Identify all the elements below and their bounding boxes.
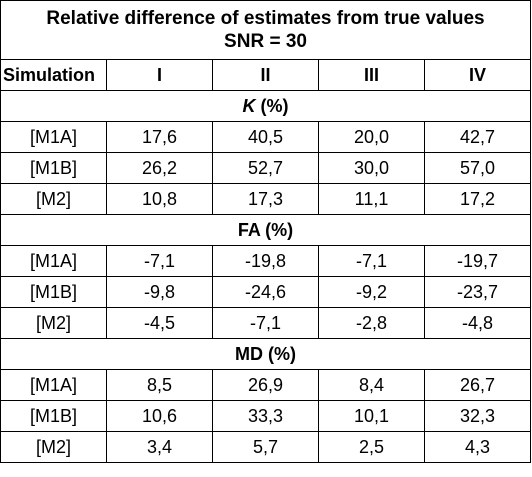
row-label: [M2]	[0, 307, 107, 339]
cell-value: 32,3	[424, 400, 531, 432]
table-row: [M1B] -9,8 -24,6 -9,2 -23,7	[0, 276, 531, 308]
cell-value: 2,5	[318, 431, 425, 463]
section-unit: (%)	[255, 95, 289, 116]
section-header-k: K (%)	[0, 90, 531, 122]
cell-value: -2,8	[318, 307, 425, 339]
cell-value: -7,1	[212, 307, 319, 339]
table-row: [M1B] 26,2 52,7 30,0 57,0	[0, 152, 531, 184]
table-row: [M2] -4,5 -7,1 -2,8 -4,8	[0, 307, 531, 339]
cell-value: 17,2	[424, 183, 531, 215]
section-header-fa: FA (%)	[0, 214, 531, 246]
cell-value: -19,8	[212, 245, 319, 277]
section-header-md: MD (%)	[0, 338, 531, 370]
results-table: Relative difference of estimates from tr…	[0, 0, 531, 463]
table-row: [M2] 10,8 17,3 11,1 17,2	[0, 183, 531, 215]
column-header-i: I	[106, 59, 213, 91]
cell-value: -7,1	[318, 245, 425, 277]
cell-value: 26,9	[212, 369, 319, 401]
cell-value: -19,7	[424, 245, 531, 277]
row-label: [M1A]	[0, 369, 107, 401]
column-header-simulation: Simulation	[0, 59, 107, 91]
cell-value: 17,3	[212, 183, 319, 215]
title-line-2: SNR = 30	[224, 31, 307, 52]
title-line-1: Relative difference of estimates from tr…	[46, 8, 485, 29]
row-label: [M2]	[0, 431, 107, 463]
cell-value: -9,2	[318, 276, 425, 308]
section-unit: (%)	[260, 219, 294, 240]
table-title: Relative difference of estimates from tr…	[0, 0, 531, 60]
cell-value: 5,7	[212, 431, 319, 463]
section-unit: (%)	[263, 343, 296, 364]
cell-value: 10,1	[318, 400, 425, 432]
cell-value: 42,7	[424, 121, 531, 153]
cell-value: -23,7	[424, 276, 531, 308]
table-row: [M1A] 8,5 26,9 8,4 26,7	[0, 369, 531, 401]
cell-value: -24,6	[212, 276, 319, 308]
cell-value: 4,3	[424, 431, 531, 463]
cell-value: 52,7	[212, 152, 319, 184]
column-header-iv: IV	[424, 59, 531, 91]
cell-value: 40,5	[212, 121, 319, 153]
column-header-row: Simulation I II III IV	[0, 59, 531, 91]
row-label: [M2]	[0, 183, 107, 215]
cell-value: 8,5	[106, 369, 213, 401]
cell-value: -4,5	[106, 307, 213, 339]
cell-value: 26,7	[424, 369, 531, 401]
section-param: MD	[235, 343, 263, 364]
cell-value: 17,6	[106, 121, 213, 153]
row-label: [M1A]	[0, 121, 107, 153]
table-row: [M1A] 17,6 40,5 20,0 42,7	[0, 121, 531, 153]
table-row: [M1A] -7,1 -19,8 -7,1 -19,7	[0, 245, 531, 277]
row-label: [M1A]	[0, 245, 107, 277]
cell-value: 3,4	[106, 431, 213, 463]
row-label: [M1B]	[0, 152, 107, 184]
cell-value: 11,1	[318, 183, 425, 215]
cell-value: -9,8	[106, 276, 213, 308]
section-param: FA	[237, 219, 261, 240]
row-label: [M1B]	[0, 276, 107, 308]
cell-value: 10,8	[106, 183, 213, 215]
cell-value: 26,2	[106, 152, 213, 184]
column-header-iii: III	[318, 59, 425, 91]
title-row: Relative difference of estimates from tr…	[0, 0, 531, 60]
cell-value: 33,3	[212, 400, 319, 432]
cell-value: 10,6	[106, 400, 213, 432]
section-param: K	[242, 95, 256, 116]
cell-value: -7,1	[106, 245, 213, 277]
table-row: [M2] 3,4 5,7 2,5 4,3	[0, 431, 531, 463]
row-label: [M1B]	[0, 400, 107, 432]
cell-value: 8,4	[318, 369, 425, 401]
cell-value: 30,0	[318, 152, 425, 184]
column-header-ii: II	[212, 59, 319, 91]
cell-value: 20,0	[318, 121, 425, 153]
table-row: [M1B] 10,6 33,3 10,1 32,3	[0, 400, 531, 432]
cell-value: 57,0	[424, 152, 531, 184]
cell-value: -4,8	[424, 307, 531, 339]
